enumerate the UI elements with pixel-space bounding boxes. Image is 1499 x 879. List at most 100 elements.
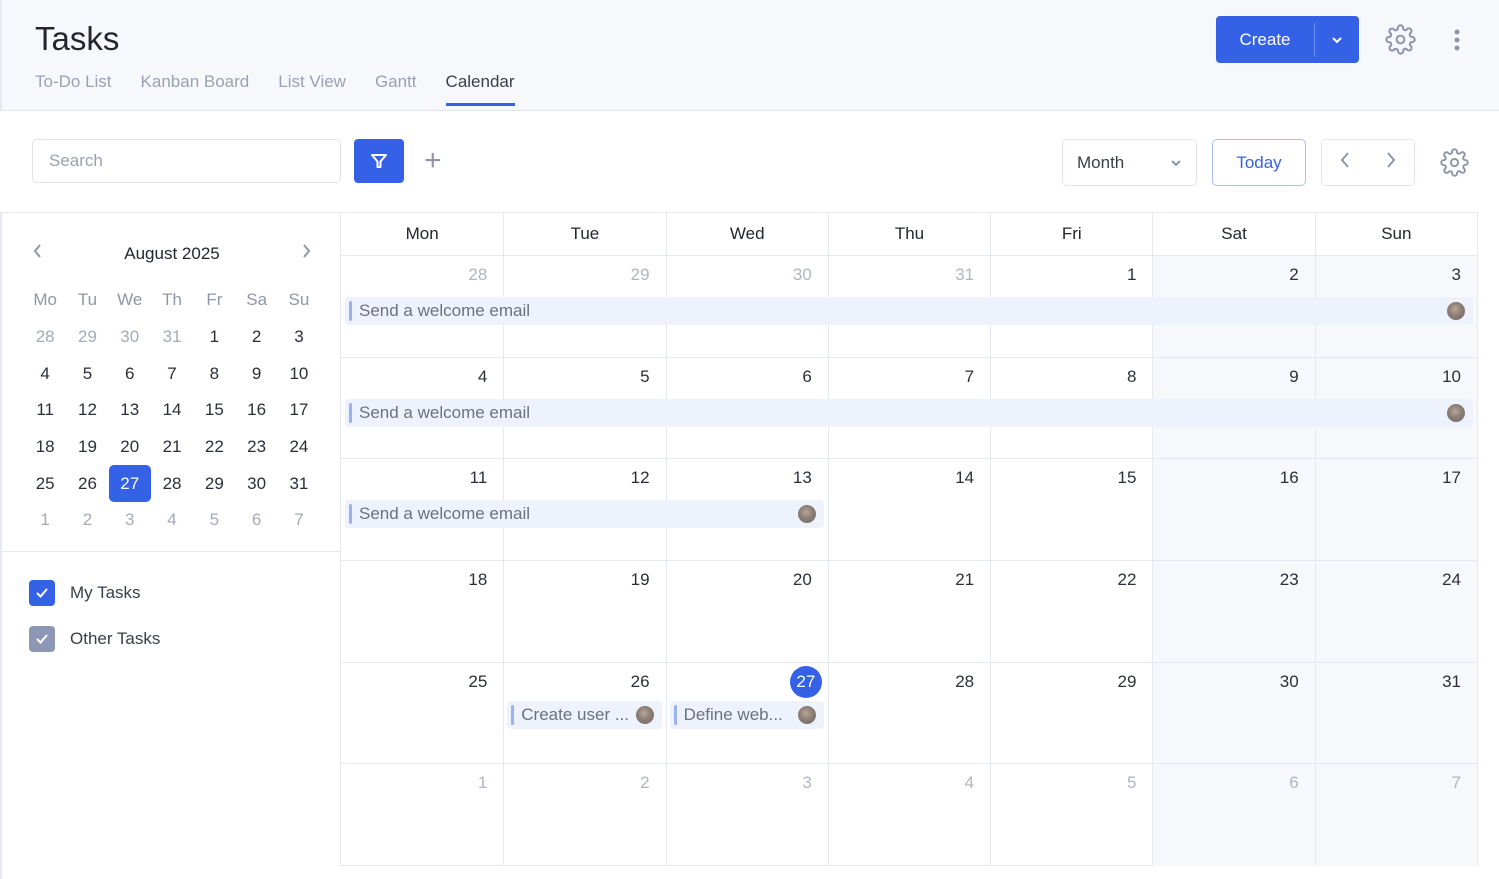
more-options-button[interactable] <box>1452 28 1462 57</box>
mini-day[interactable]: 19 <box>77 437 97 457</box>
day-cell[interactable]: 16 <box>1152 459 1315 561</box>
mini-day[interactable]: 26 <box>77 473 97 493</box>
today-button[interactable]: Today <box>1212 139 1306 186</box>
checkbox-checked[interactable] <box>29 580 55 606</box>
mini-day[interactable]: 10 <box>289 363 309 383</box>
mini-prev-month-button[interactable] <box>32 243 42 264</box>
day-cell[interactable]: 28 <box>341 256 503 357</box>
tab-todo-list[interactable]: To-Do List <box>35 72 112 91</box>
mini-day[interactable]: 6 <box>125 363 135 383</box>
day-cell[interactable]: 30 <box>1152 662 1315 764</box>
create-button[interactable]: Create <box>1239 29 1291 49</box>
day-cell[interactable]: 15 <box>990 459 1152 561</box>
add-button[interactable]: + <box>424 146 442 176</box>
mini-day[interactable]: 5 <box>82 363 93 383</box>
mini-next-month-button[interactable] <box>302 243 312 264</box>
day-cell[interactable]: 20 <box>665 561 828 662</box>
day-cell[interactable]: 7 <box>1314 764 1477 867</box>
day-cell[interactable]: 11 <box>341 459 503 560</box>
mini-day[interactable]: 5 <box>209 510 220 530</box>
mini-day[interactable]: 7 <box>167 363 177 383</box>
mini-day[interactable]: 21 <box>162 437 182 457</box>
day-cell[interactable]: 29 <box>990 662 1152 764</box>
mini-day[interactable]: 6 <box>251 510 262 530</box>
calendar-settings-button[interactable] <box>1440 148 1469 182</box>
day-cell[interactable]: 19 <box>503 561 665 662</box>
mini-day[interactable]: 3 <box>294 327 304 347</box>
mini-day[interactable]: 28 <box>162 473 182 493</box>
mini-day[interactable]: 30 <box>247 473 267 493</box>
tab-calendar[interactable]: Calendar <box>445 72 515 106</box>
settings-button[interactable] <box>1385 24 1416 60</box>
mini-day[interactable]: 20 <box>120 437 140 457</box>
mini-day[interactable]: 1 <box>40 510 50 530</box>
mini-day[interactable]: 25 <box>35 473 55 493</box>
mini-day[interactable]: 4 <box>40 363 50 383</box>
filter-other-tasks[interactable]: Other Tasks <box>29 626 160 652</box>
day-cell[interactable]: 4 <box>827 764 990 867</box>
event-bar[interactable]: Create user ... <box>507 700 662 729</box>
day-cell[interactable]: 24 <box>1314 561 1477 662</box>
mini-day[interactable]: 12 <box>77 400 97 420</box>
mini-day[interactable]: 17 <box>289 400 309 420</box>
tab-kanban-board[interactable]: Kanban Board <box>140 72 250 91</box>
mini-day[interactable]: 4 <box>167 510 177 530</box>
day-cell[interactable]: 26 <box>503 662 665 764</box>
mini-day[interactable]: 18 <box>35 437 55 457</box>
day-cell[interactable]: 1 <box>341 764 503 866</box>
mini-day[interactable]: 31 <box>162 327 182 347</box>
day-cell[interactable]: 4 <box>341 358 503 459</box>
mini-day[interactable]: 3 <box>125 510 135 530</box>
event-bar[interactable]: Send a welcome email <box>345 297 1473 325</box>
day-cell[interactable]: 3 <box>665 764 828 867</box>
mini-day[interactable]: 1 <box>209 327 220 347</box>
day-cell[interactable]: 25 <box>341 663 503 764</box>
previous-period-button[interactable] <box>1339 151 1351 175</box>
mini-day[interactable]: 7 <box>294 510 304 530</box>
day-cell[interactable]: 18 <box>341 561 503 662</box>
next-period-button[interactable] <box>1385 151 1397 175</box>
day-cell[interactable]: 31 <box>1314 662 1477 764</box>
event-bar[interactable]: Send a welcome email <box>345 398 1473 427</box>
day-cell[interactable]: 2 <box>503 764 665 867</box>
view-tabs: To-Do List Kanban Board List View Gantt … <box>35 72 515 106</box>
mini-day[interactable]: 30 <box>120 327 140 347</box>
mini-day[interactable]: 16 <box>247 400 267 420</box>
mini-day[interactable]: 13 <box>120 400 140 420</box>
mini-day[interactable]: 22 <box>204 437 224 457</box>
filter-button[interactable] <box>354 139 404 183</box>
day-cell[interactable]: 22 <box>990 561 1152 662</box>
tab-gantt[interactable]: Gantt <box>374 72 417 91</box>
checkbox-checked[interactable] <box>29 626 55 652</box>
search-input[interactable] <box>32 139 341 183</box>
mini-day[interactable]: 29 <box>204 473 224 493</box>
mini-day[interactable]: 14 <box>162 400 182 420</box>
day-cell[interactable]: 14 <box>827 459 990 561</box>
mini-day[interactable]: 2 <box>251 327 262 347</box>
mini-day[interactable]: 11 <box>36 400 54 420</box>
event-bar[interactable]: Send a welcome email <box>345 500 824 529</box>
mini-day[interactable]: 31 <box>289 473 309 493</box>
day-cell[interactable]: 27 <box>665 662 828 764</box>
day-cell[interactable]: 21 <box>827 561 990 662</box>
mini-day[interactable]: 28 <box>35 327 55 347</box>
event-bar[interactable]: Define web... <box>669 700 824 729</box>
day-cell[interactable]: 23 <box>1152 561 1315 662</box>
mini-day[interactable]: 23 <box>247 437 267 457</box>
mini-day-selected[interactable]: 27 <box>108 465 151 503</box>
day-cell[interactable]: 5 <box>990 764 1152 867</box>
filter-my-tasks[interactable]: My Tasks <box>29 580 141 606</box>
mini-day[interactable]: 15 <box>204 400 224 420</box>
mini-day[interactable]: 2 <box>82 510 93 530</box>
day-cell[interactable]: 28 <box>827 662 990 764</box>
day-cell[interactable]: 6 <box>1152 764 1315 867</box>
mini-day[interactable]: 24 <box>289 437 309 457</box>
mini-day[interactable]: 8 <box>209 363 220 383</box>
day-cell[interactable]: 17 <box>1314 459 1477 561</box>
create-dropdown-button[interactable] <box>1315 31 1359 49</box>
tab-list-view[interactable]: List View <box>278 72 346 91</box>
day-number: 2 <box>640 773 650 793</box>
view-select[interactable]: Month <box>1062 139 1197 186</box>
mini-day[interactable]: 9 <box>251 363 262 383</box>
mini-day[interactable]: 29 <box>77 327 97 347</box>
